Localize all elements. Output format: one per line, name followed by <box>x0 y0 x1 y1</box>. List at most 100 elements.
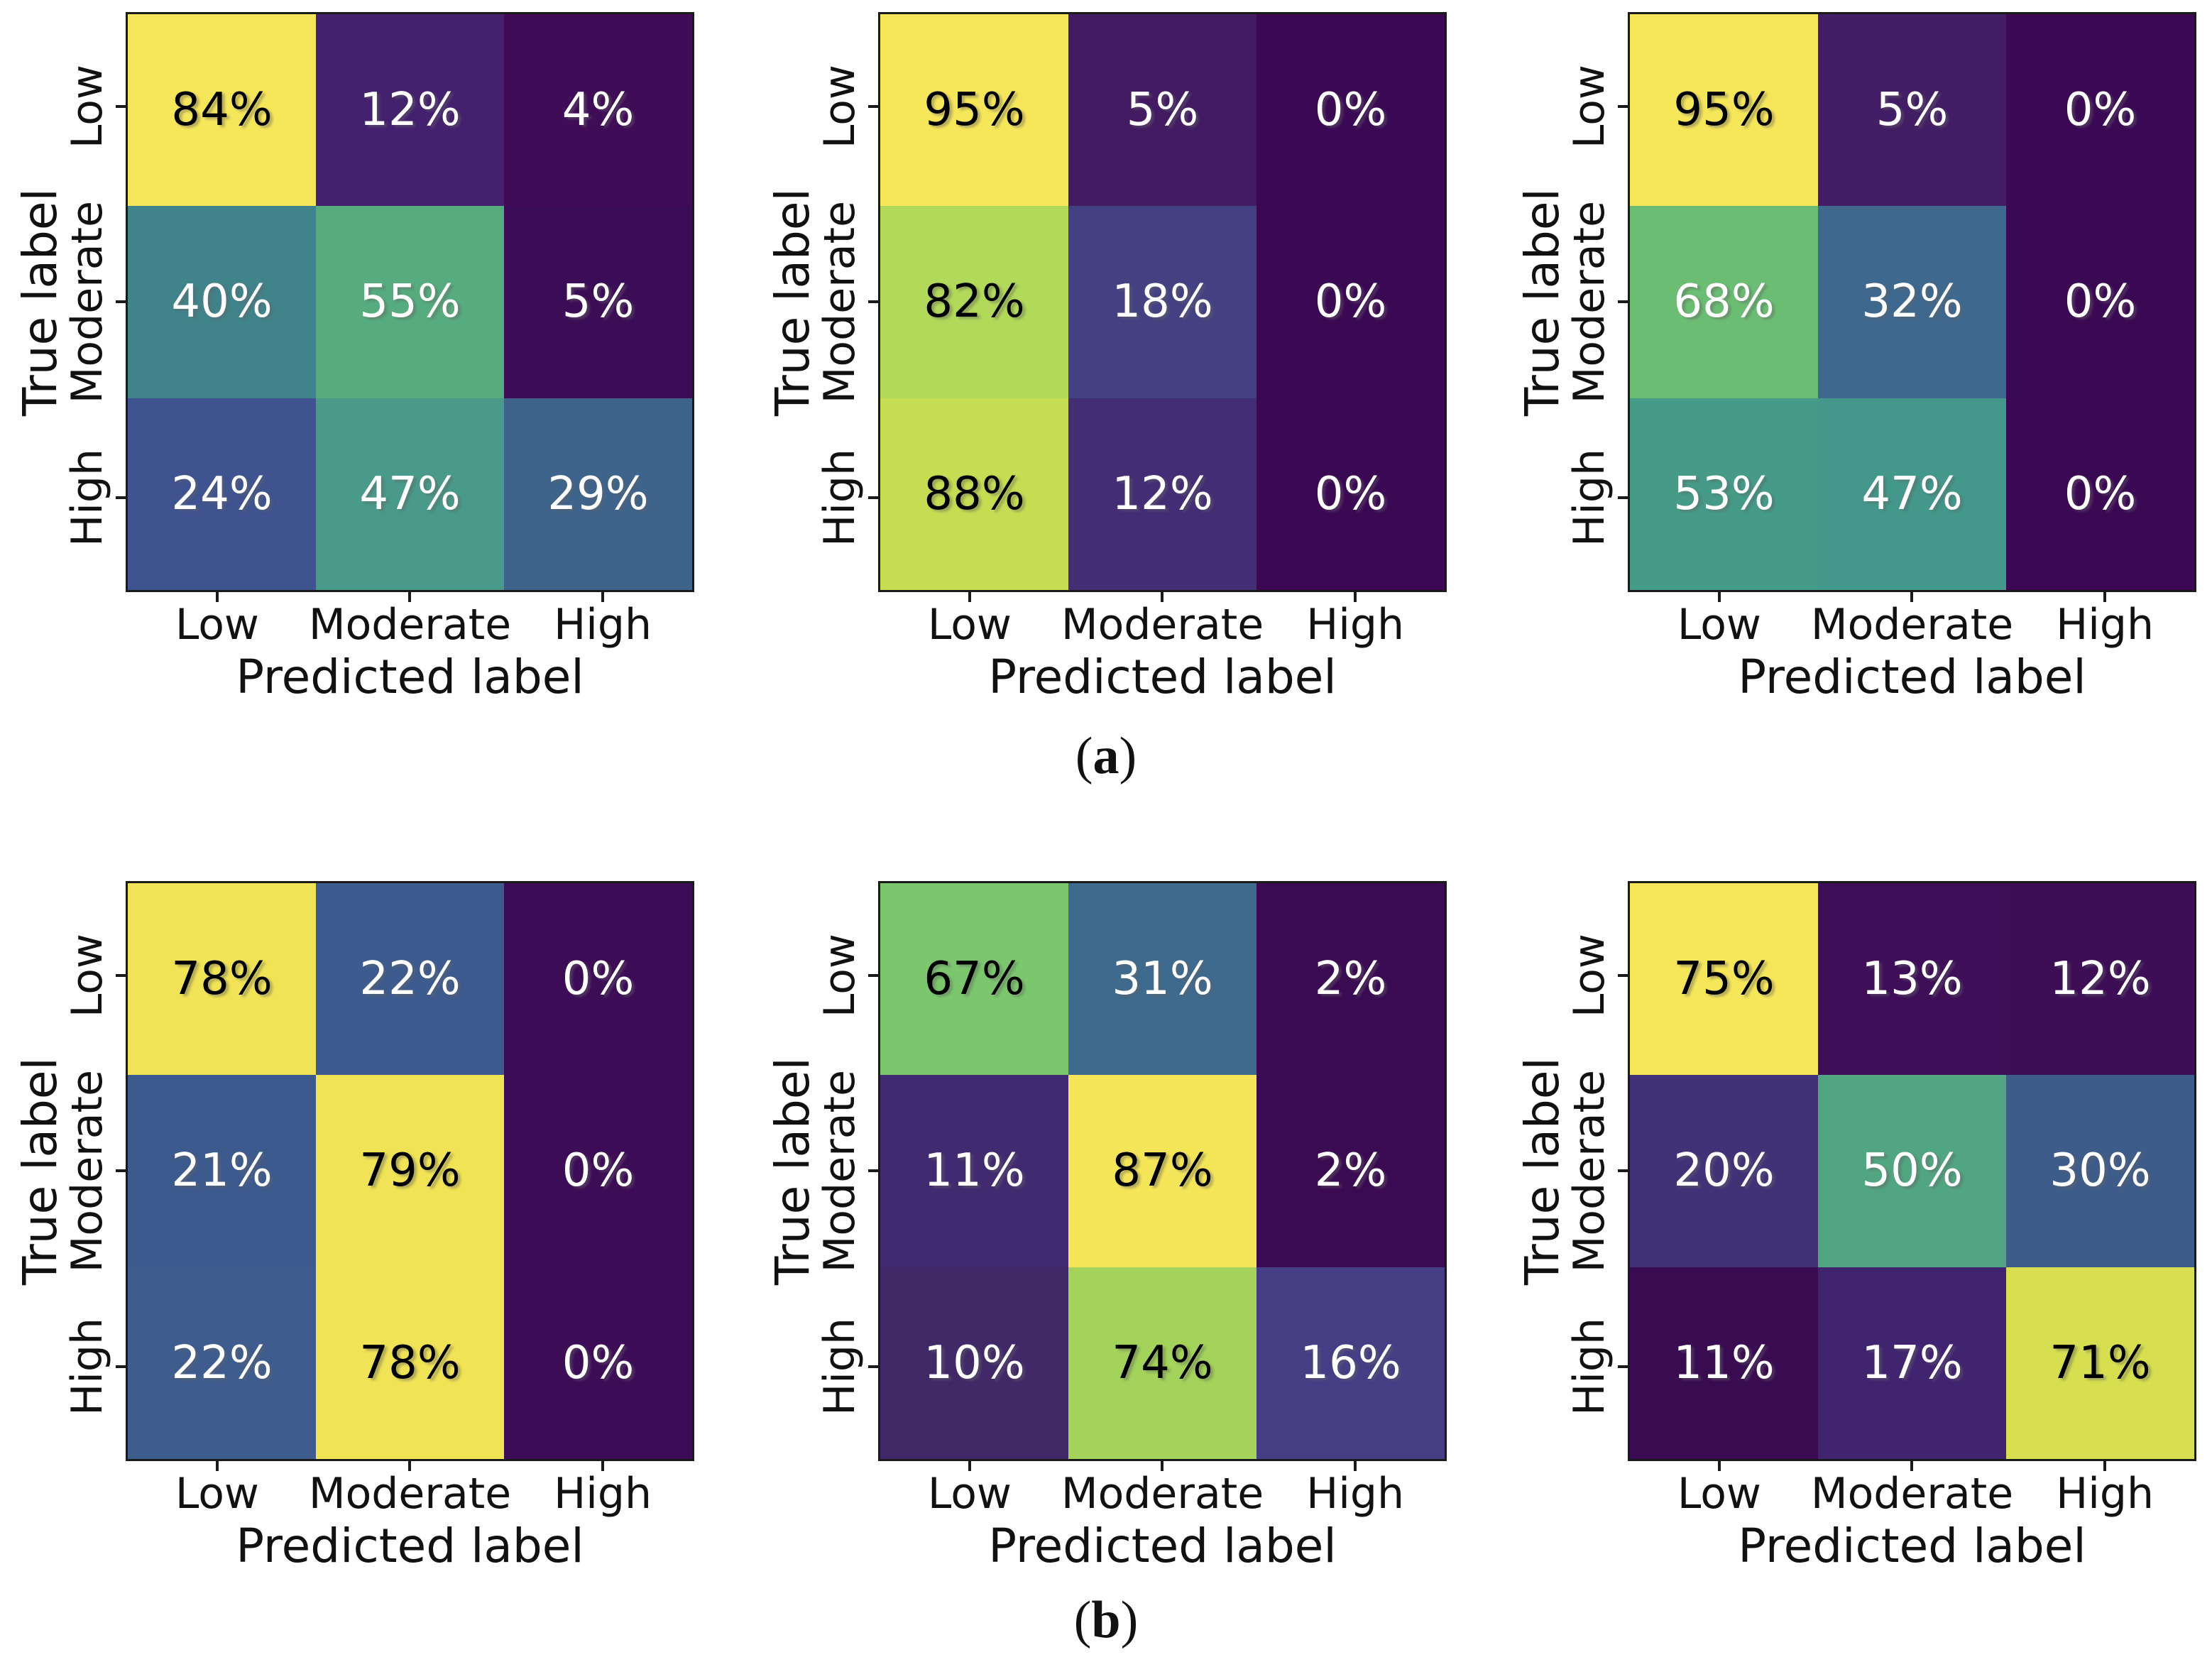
y-tick-labels: Low Moderate High <box>62 881 127 1461</box>
x-tick-labels: Low Moderate High <box>878 591 1447 647</box>
matrix-cell-r0c1: 31% <box>1068 883 1256 1076</box>
confusion-matrix-panel-a-left: True label Low Moderate High 84% 12% 4% 40%… <box>13 12 752 707</box>
y-tick-labels: Low Moderate High <box>1565 12 1629 592</box>
x-tick-moderate: Moderate <box>309 591 511 647</box>
matrix-cell-r1c2: 2% <box>1256 1075 1445 1267</box>
x-tick-labels: Low Moderate High <box>126 1460 694 1516</box>
matrix-cell-r1c2: 30% <box>2006 1075 2194 1267</box>
x-tick-low: Low <box>126 1460 309 1516</box>
matrix-cell-r0c1: 5% <box>1818 14 2006 207</box>
y-tick-high: High <box>815 1272 880 1461</box>
matrix-cell-r0c2: 2% <box>1256 883 1445 1076</box>
x-tick-low: Low <box>1628 1460 1811 1516</box>
confusion-matrix-panel-b-middle: True label Low Moderate High 67% 31% 2% 11%… <box>765 881 1504 1576</box>
y-axis-label: True label <box>13 188 67 416</box>
matrix-cell-r2c1: 74% <box>1068 1267 1256 1459</box>
heatmap-grid: 78% 22% 0% 21% 79% 0% 22% 78% 0% <box>126 881 694 1461</box>
y-tick-high: High <box>62 1272 127 1461</box>
matrix-cell-r0c0: 75% <box>1630 883 1818 1076</box>
matrix-cell-r2c0: 88% <box>880 398 1068 590</box>
matrix-cell-r1c0: 40% <box>128 206 316 398</box>
matrix-cell-r2c2: 0% <box>2006 398 2194 590</box>
y-tick-high: High <box>1565 1272 1629 1461</box>
matrix-cell-r2c1: 12% <box>1068 398 1256 590</box>
x-axis-label: Predicted label <box>236 650 584 704</box>
caption-b: (b) <box>1073 1591 1139 1649</box>
matrix-cell-r1c2: 5% <box>504 206 692 398</box>
confusion-matrix-panel-b-right: True label Low Moderate High 75% 13% 12% 20… <box>1515 881 2212 1576</box>
x-axis-label: Predicted label <box>988 1519 1337 1573</box>
y-tick-moderate: Moderate <box>1565 201 1629 403</box>
y-tick-low: Low <box>1565 12 1629 201</box>
matrix-cell-r1c0: 21% <box>128 1075 316 1267</box>
matrix-cell-r0c1: 13% <box>1818 883 2006 1076</box>
x-tick-moderate: Moderate <box>1061 1460 1264 1516</box>
matrix-cell-r1c1: 87% <box>1068 1075 1256 1267</box>
matrix-cell-r1c2: 0% <box>2006 206 2194 398</box>
x-tick-low: Low <box>1628 591 1811 647</box>
matrix-cell-r2c0: 10% <box>880 1267 1068 1459</box>
x-axis-label: Predicted label <box>1738 650 2086 704</box>
matrix-cell-r2c1: 47% <box>316 398 504 590</box>
confusion-matrix-panel-b-left: True label Low Moderate High 78% 22% 0% 21%… <box>13 881 752 1576</box>
matrix-cell-r0c0: 95% <box>880 14 1068 207</box>
y-tick-labels: Low Moderate High <box>815 12 880 592</box>
matrix-cell-r0c0: 78% <box>128 883 316 1076</box>
y-tick-low: Low <box>62 12 127 201</box>
matrix-cell-r2c2: 71% <box>2006 1267 2194 1459</box>
y-axis-label: True label <box>13 1057 67 1285</box>
matrix-cell-r1c1: 79% <box>316 1075 504 1267</box>
x-tick-labels: Low Moderate High <box>1628 1460 2196 1516</box>
x-tick-high: High <box>511 591 694 647</box>
y-axis-label: True label <box>1515 188 1570 416</box>
matrix-cell-r2c1: 78% <box>316 1267 504 1459</box>
heatmap-grid: 67% 31% 2% 11% 87% 2% 10% 74% 16% <box>878 881 1447 1461</box>
matrix-cell-r2c0: 22% <box>128 1267 316 1459</box>
matrix-cell-r0c2: 0% <box>504 883 692 1076</box>
matrix-cell-r2c2: 16% <box>1256 1267 1445 1459</box>
y-tick-moderate: Moderate <box>815 201 880 403</box>
matrix-cell-r1c0: 82% <box>880 206 1068 398</box>
x-tick-moderate: Moderate <box>309 1460 511 1516</box>
matrix-cell-r1c1: 50% <box>1818 1075 2006 1267</box>
matrix-cell-r0c1: 12% <box>316 14 504 207</box>
x-tick-low: Low <box>878 591 1061 647</box>
y-tick-high: High <box>62 403 127 592</box>
matrix-cell-r2c1: 47% <box>1818 398 2006 590</box>
x-tick-high: High <box>2013 591 2196 647</box>
matrix-cell-r0c2: 0% <box>2006 14 2194 207</box>
matrix-cell-r2c2: 0% <box>504 1267 692 1459</box>
x-tick-low: Low <box>126 591 309 647</box>
x-tick-high: High <box>1264 1460 1447 1516</box>
matrix-cell-r0c0: 95% <box>1630 14 1818 207</box>
x-tick-moderate: Moderate <box>1061 591 1264 647</box>
y-tick-labels: Low Moderate High <box>62 12 127 592</box>
x-axis-label: Predicted label <box>236 1519 584 1573</box>
matrix-cell-r2c0: 11% <box>1630 1267 1818 1459</box>
x-tick-labels: Low Moderate High <box>1628 591 2196 647</box>
x-tick-high: High <box>511 1460 694 1516</box>
x-tick-high: High <box>1264 591 1447 647</box>
x-tick-labels: Low Moderate High <box>126 591 694 647</box>
y-tick-moderate: Moderate <box>1565 1070 1629 1272</box>
x-tick-labels: Low Moderate High <box>878 1460 1447 1516</box>
x-tick-moderate: Moderate <box>1811 1460 2013 1516</box>
matrix-cell-r0c2: 0% <box>1256 14 1445 207</box>
confusion-matrix-panel-a-middle: True label Low Moderate High 95% 5% 0% 82% 1… <box>765 12 1504 707</box>
y-tick-low: Low <box>815 881 880 1070</box>
heatmap-grid: 95% 5% 0% 68% 32% 0% 53% 47% 0% <box>1628 12 2196 592</box>
matrix-cell-r1c2: 0% <box>1256 206 1445 398</box>
matrix-cell-r0c0: 67% <box>880 883 1068 1076</box>
matrix-cell-r1c0: 11% <box>880 1075 1068 1267</box>
matrix-cell-r1c2: 0% <box>504 1075 692 1267</box>
y-tick-high: High <box>815 403 880 592</box>
x-tick-high: High <box>2013 1460 2196 1516</box>
y-axis-label: True label <box>765 188 820 416</box>
matrix-cell-r2c0: 24% <box>128 398 316 590</box>
y-tick-low: Low <box>815 12 880 201</box>
y-axis-label: True label <box>1515 1057 1570 1285</box>
heatmap-grid: 75% 13% 12% 20% 50% 30% 11% 17% 71% <box>1628 881 2196 1461</box>
y-axis-label: True label <box>765 1057 820 1285</box>
y-tick-moderate: Moderate <box>62 1070 127 1272</box>
matrix-cell-r0c1: 22% <box>316 883 504 1076</box>
